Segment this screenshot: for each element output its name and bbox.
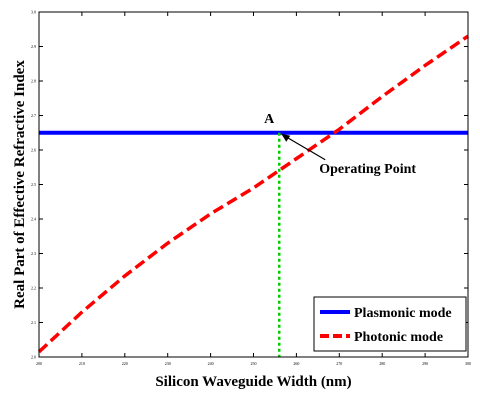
x-tick-label: 210 xyxy=(79,361,85,366)
y-tick-label: 2.9 xyxy=(31,44,36,49)
legend-box xyxy=(313,296,467,352)
y-tick-label: 2.3 xyxy=(31,251,36,256)
arrow-head xyxy=(281,133,291,142)
y-tick-label: 3.0 xyxy=(31,10,36,15)
y-tick-label: 2.4 xyxy=(31,217,36,222)
y-tick-group: 2.0 2.1 2.2 2.3 2.4 2.5 2.6 2.7 2.8 2.9 3.0 xyxy=(31,10,468,360)
y-tick-label: 2.2 xyxy=(31,286,36,291)
series-layer xyxy=(37,34,469,354)
x-tick-label: 280 xyxy=(379,361,385,366)
x-tick-label: 230 xyxy=(165,361,171,366)
x-tick-group: 200 210 220 230 240 250 260 270 280 290 300 xyxy=(36,12,471,366)
x-tick-label: 290 xyxy=(422,361,428,366)
y-tick-label: 2.5 xyxy=(31,182,36,187)
x-tick-label: 250 xyxy=(251,361,257,366)
y-tick-label: 2.6 xyxy=(31,148,36,153)
legend-label: Photonic mode xyxy=(354,330,443,345)
arrow-shaft xyxy=(283,135,326,161)
legend: Plasmonic mode Photonic mode xyxy=(313,296,467,352)
operating-point-label: Operating Point xyxy=(319,162,416,177)
x-tick-label: 260 xyxy=(293,361,299,366)
y-tick-label: 2.1 xyxy=(31,320,36,325)
x-tick-label: 200 xyxy=(36,361,42,366)
point-a-label: A xyxy=(264,112,275,127)
x-tick-label: 240 xyxy=(208,361,214,366)
y-tick-label: 2.8 xyxy=(31,79,36,84)
x-tick-label: 270 xyxy=(336,361,342,366)
y-axis-label: Real Part of Effective Refractive Index xyxy=(12,60,28,309)
x-tick-label: 300 xyxy=(465,361,471,366)
legend-label: Plasmonic mode xyxy=(354,306,452,321)
y-tick-label: 2.0 xyxy=(31,355,36,360)
x-axis-label: Silicon Waveguide Width (nm) xyxy=(155,374,351,390)
x-tick-label: 220 xyxy=(122,361,128,366)
operating-point-arrow xyxy=(281,133,326,161)
y-tick-label: 2.7 xyxy=(31,113,36,118)
plot-frame xyxy=(38,11,469,358)
